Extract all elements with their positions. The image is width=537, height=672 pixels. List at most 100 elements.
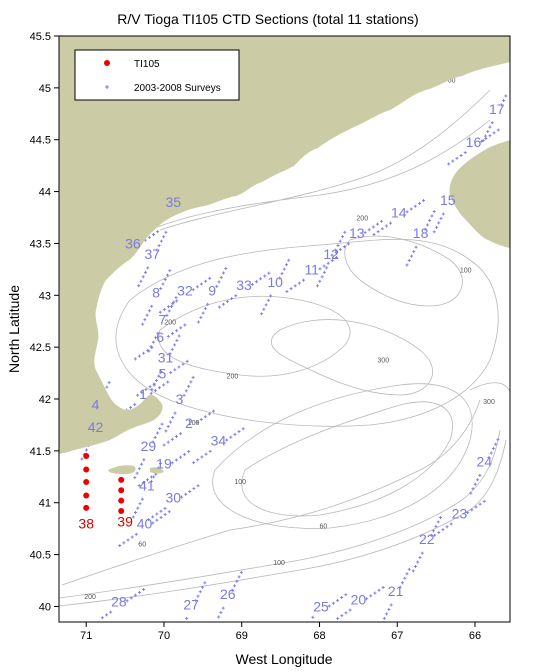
survey-point	[371, 225, 375, 229]
survey-point	[196, 594, 200, 598]
survey-point	[433, 533, 437, 537]
survey-point	[169, 371, 173, 375]
survey-point	[330, 258, 334, 262]
survey-point	[162, 307, 166, 311]
isobath-100-gulf	[115, 238, 499, 427]
survey-point	[155, 248, 159, 252]
survey-point	[152, 382, 156, 386]
survey-point	[226, 299, 230, 303]
survey-point	[141, 275, 145, 279]
survey-point	[407, 567, 411, 571]
survey-point	[164, 230, 168, 234]
survey-point	[170, 331, 174, 335]
survey-point	[165, 313, 169, 317]
survey-point	[203, 581, 207, 585]
survey-point	[389, 603, 393, 607]
survey-point	[151, 515, 155, 519]
ti105-section-label: 39	[117, 514, 133, 530]
survey-point	[422, 199, 426, 203]
survey-point	[149, 479, 153, 483]
x-tick-label: 70	[158, 630, 170, 642]
x-tick-label: 68	[313, 630, 325, 642]
section-label: 30	[166, 490, 182, 506]
survey-point	[380, 219, 384, 223]
survey-point	[492, 131, 496, 135]
isobath-60-south	[61, 399, 481, 586]
contour-depth-label: 100	[460, 267, 472, 274]
survey-point	[142, 458, 146, 462]
survey-point	[340, 614, 344, 618]
survey-point	[389, 221, 393, 225]
y-tick-label: 45.5	[30, 31, 51, 43]
survey-point	[403, 576, 407, 580]
section-label: 27	[183, 597, 199, 613]
survey-point	[169, 305, 173, 309]
survey-point	[219, 611, 223, 615]
survey-point	[185, 616, 189, 620]
survey-point	[182, 393, 186, 397]
section-label: 18	[413, 225, 429, 241]
survey-point	[412, 250, 416, 254]
survey-point	[145, 313, 149, 317]
y-tick-label: 40	[39, 601, 51, 613]
survey-point	[478, 473, 482, 477]
survey-point	[301, 278, 305, 282]
survey-point	[219, 275, 223, 279]
survey-point	[129, 596, 133, 600]
land-new-england	[59, 36, 510, 454]
survey-point	[230, 588, 234, 592]
survey-point	[469, 491, 473, 495]
survey-point	[140, 497, 144, 501]
survey-point	[262, 307, 266, 311]
legend-marker-survey	[105, 85, 109, 89]
survey-point	[221, 302, 225, 306]
section-label: 32	[177, 282, 193, 298]
section-label: 1	[139, 386, 147, 402]
survey-point	[175, 329, 179, 333]
survey-point	[222, 271, 226, 275]
georges-bank-100	[212, 383, 473, 529]
contour-depth-label: 200	[356, 216, 368, 223]
y-tick-label: 45	[39, 83, 51, 95]
survey-point	[175, 338, 179, 342]
survey-point	[197, 320, 201, 324]
survey-point	[491, 447, 495, 451]
survey-point	[239, 570, 243, 574]
survey-point	[118, 544, 122, 548]
survey-point	[334, 250, 338, 254]
x-tick-label: 71	[80, 630, 92, 642]
survey-point	[146, 348, 150, 352]
ti105-station	[83, 453, 90, 460]
survey-point	[482, 499, 486, 503]
survey-point	[420, 551, 424, 555]
survey-point	[237, 430, 241, 434]
survey-point	[237, 575, 241, 579]
survey-point	[137, 467, 141, 471]
survey-point	[203, 307, 207, 311]
survey-point	[158, 462, 162, 466]
survey-point	[233, 584, 237, 588]
survey-point	[382, 616, 386, 620]
survey-point	[187, 450, 191, 454]
survey-point	[198, 590, 202, 594]
survey-point	[496, 128, 500, 132]
survey-point	[330, 253, 334, 257]
survey-point	[285, 263, 289, 267]
contour-depth-label: 200	[164, 319, 176, 326]
survey-point	[140, 390, 144, 394]
survey-section-labels: 1716151418131211103393283537367631531424…	[88, 101, 505, 615]
survey-point	[126, 538, 130, 542]
section-label: 16	[466, 134, 482, 150]
survey-point	[413, 204, 417, 208]
survey-point	[331, 601, 335, 605]
survey-point	[157, 386, 161, 390]
survey-point	[155, 512, 159, 516]
survey-point	[474, 505, 478, 509]
survey-point	[187, 384, 191, 388]
survey-point	[437, 221, 441, 225]
section-label: 2	[185, 415, 193, 431]
survey-point	[146, 266, 150, 270]
survey-point	[196, 458, 200, 462]
survey-point	[192, 461, 196, 465]
survey-point	[141, 322, 145, 326]
